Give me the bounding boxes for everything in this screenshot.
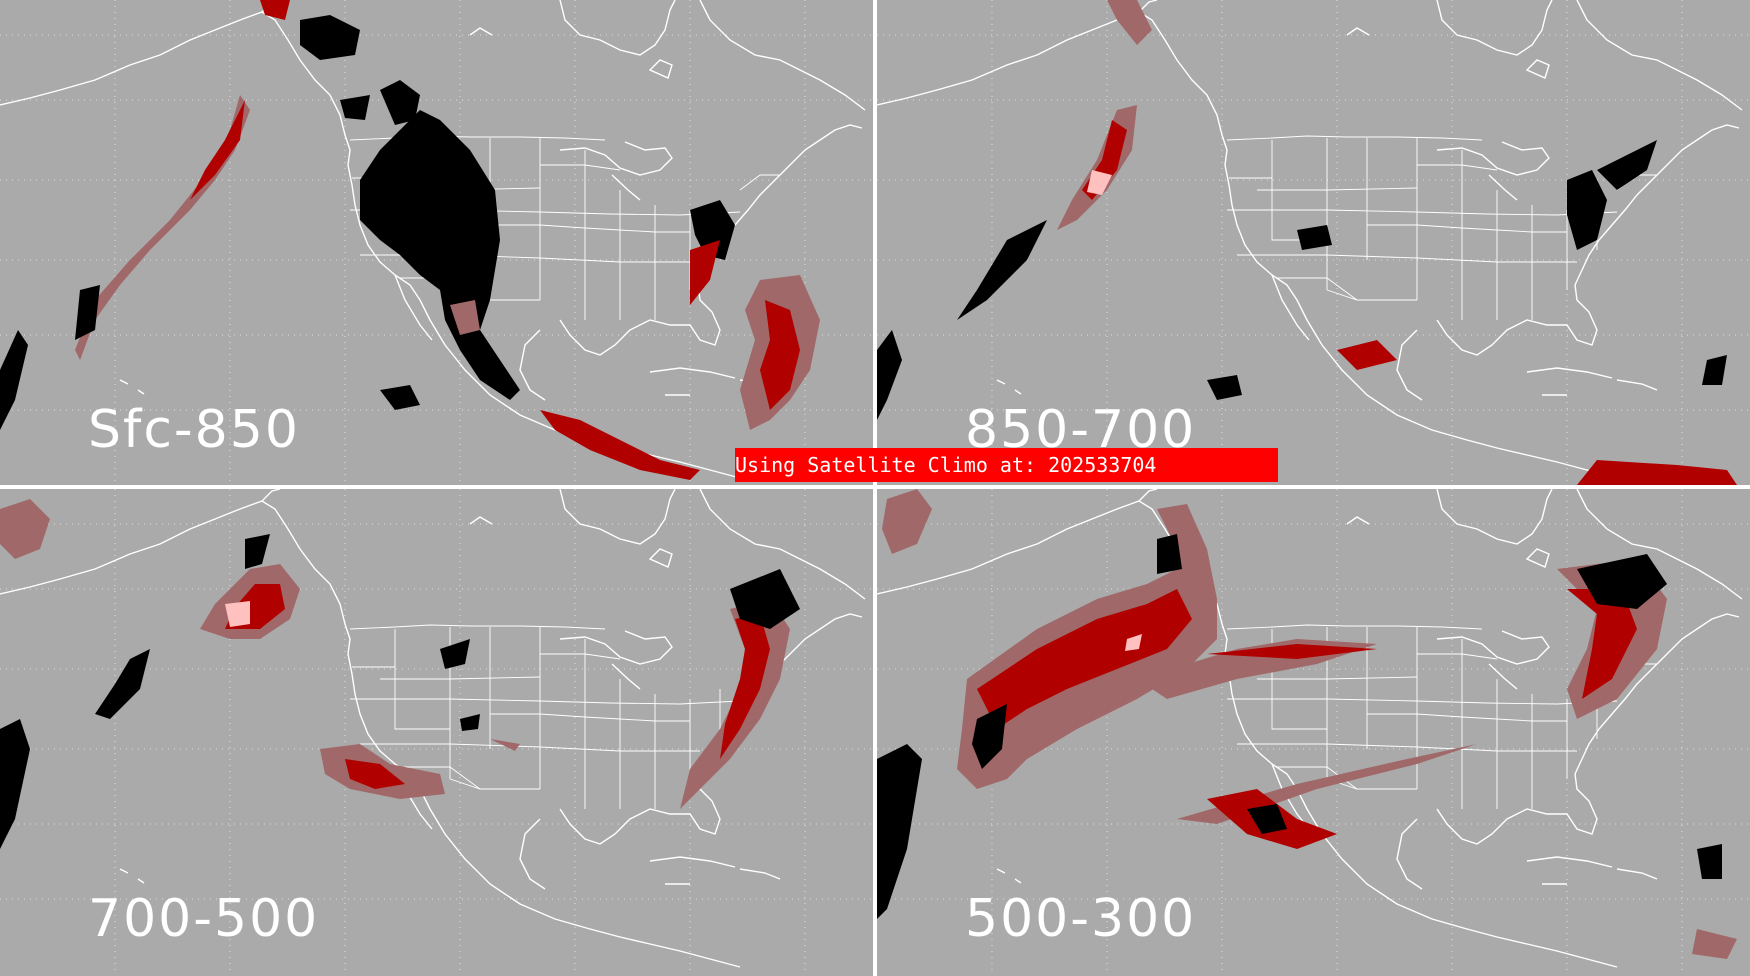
map-layer: [0, 489, 873, 974]
map-panel-sfc-850: Sfc-850: [0, 0, 873, 485]
layer-label: 500-300: [965, 889, 1197, 949]
map-layer: [0, 0, 873, 485]
map-panel-700-500: 700-500: [0, 489, 873, 974]
layer-label: Sfc-850: [88, 400, 300, 460]
map-panel-500-300: 500-300: [877, 489, 1750, 974]
map-layer: [877, 0, 1750, 485]
horizontal-divider: [0, 485, 1750, 489]
satellite-climo-banner: Using Satellite Climo at: 202533704: [735, 448, 1278, 482]
layer-label: 700-500: [88, 889, 320, 949]
map-layer: [877, 489, 1750, 974]
map-panel-850-700: 850-700: [877, 0, 1750, 485]
